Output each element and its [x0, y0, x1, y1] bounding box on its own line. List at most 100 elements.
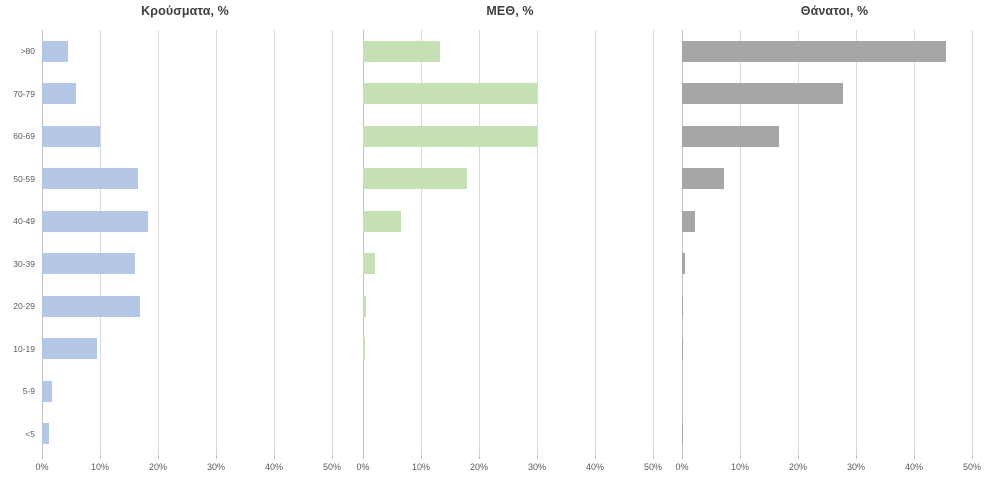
- x-tick-label: 30%: [846, 462, 866, 472]
- bar[interactable]: [42, 380, 53, 402]
- bar-row[interactable]: 70-79: [13, 73, 332, 116]
- chart-panel-cases: Κρούσματα, % >80 70-79 60-69 50-59 40-49 30-3…: [0, 0, 342, 481]
- bar-row[interactable]: 10-19: [13, 328, 332, 371]
- bar[interactable]: [682, 125, 779, 147]
- bar[interactable]: [682, 168, 725, 190]
- bar[interactable]: [363, 83, 537, 105]
- category-label: 30-39: [13, 258, 35, 269]
- bar[interactable]: [363, 295, 366, 317]
- x-tick-label: 20%: [788, 462, 808, 472]
- x-tick-label: 30%: [527, 462, 547, 472]
- bars-cases: >80 70-79 60-69 50-59 40-49 30-39 20-29 10-19 5-…: [13, 30, 332, 456]
- gridline-50pct: [332, 30, 333, 455]
- bar-row[interactable]: [682, 73, 972, 116]
- category-label: 60-69: [13, 131, 35, 141]
- bars-deaths: [682, 30, 972, 455]
- bar[interactable]: [42, 168, 138, 190]
- bar-row[interactable]: [363, 30, 653, 73]
- bar[interactable]: [363, 338, 365, 360]
- bar[interactable]: [682, 423, 683, 445]
- bar[interactable]: [42, 40, 69, 62]
- bar-row[interactable]: [363, 243, 653, 286]
- x-tick: [363, 455, 364, 459]
- bar-row[interactable]: >80: [21, 30, 332, 73]
- category-label: 70-79: [13, 88, 35, 99]
- bar-row[interactable]: [682, 200, 972, 243]
- chart-panel-icu: ΜΕΘ, % 0% 10% 20% 30% 40% 50%: [340, 0, 663, 481]
- chart-title-icu: ΜΕΘ, %: [486, 4, 534, 18]
- bar-row[interactable]: [682, 370, 972, 413]
- bar[interactable]: [363, 168, 467, 190]
- bar-row[interactable]: 5-9: [23, 370, 332, 413]
- category-label: <5: [25, 428, 35, 439]
- bar[interactable]: [42, 210, 149, 232]
- bar-row[interactable]: [682, 328, 972, 371]
- x-tick: [158, 455, 159, 459]
- x-tick: [216, 455, 217, 459]
- bar[interactable]: [682, 83, 843, 105]
- bar-row[interactable]: 50-59: [13, 158, 332, 201]
- x-tick: [100, 455, 101, 459]
- bar-row[interactable]: [363, 200, 653, 243]
- x-tick-label: 0%: [356, 462, 370, 472]
- bar[interactable]: [42, 295, 141, 317]
- x-tick: [653, 455, 654, 459]
- bar-row[interactable]: [363, 328, 653, 371]
- bar[interactable]: [363, 125, 537, 147]
- bar-row[interactable]: 40-49: [13, 200, 332, 243]
- bar[interactable]: [682, 210, 695, 232]
- bar-row[interactable]: [682, 158, 972, 201]
- plot-area-icu: [363, 30, 654, 456]
- bar-row[interactable]: [682, 413, 972, 456]
- x-axis-deaths: 0% 10% 20% 30% 40% 50%: [675, 455, 981, 479]
- bar-row[interactable]: [682, 243, 972, 286]
- bar-row[interactable]: [682, 30, 972, 73]
- x-tick-label: 40%: [904, 462, 924, 472]
- bar[interactable]: [363, 253, 375, 275]
- chart-title-cases: Κρούσματα, %: [141, 4, 229, 18]
- bar-row[interactable]: 30-39: [13, 243, 332, 286]
- x-tick-label: 10%: [90, 462, 110, 472]
- plot-area-deaths: [682, 30, 973, 455]
- x-tick-label: 40%: [585, 462, 605, 472]
- category-label: 10-19: [13, 343, 35, 354]
- bar[interactable]: [363, 210, 401, 232]
- bar-row[interactable]: [363, 73, 653, 116]
- bar[interactable]: [682, 338, 683, 360]
- bar[interactable]: [682, 253, 686, 275]
- bar[interactable]: [42, 83, 77, 105]
- bar-row[interactable]: [363, 285, 653, 328]
- x-tick-label: 50%: [643, 462, 663, 472]
- bar[interactable]: [682, 295, 683, 317]
- gridline-50pct: [653, 30, 654, 455]
- bar[interactable]: [682, 40, 946, 62]
- bar[interactable]: [42, 338, 98, 360]
- x-tick-label: 50%: [322, 462, 342, 472]
- chart-panel-deaths: Θάνατοι, % 0% 10% 20% 30% 40% 50%: [660, 0, 989, 481]
- bar-row[interactable]: 20-29: [13, 285, 332, 328]
- bar[interactable]: [42, 253, 135, 275]
- x-tick-label: 30%: [206, 462, 226, 472]
- bar[interactable]: [42, 423, 49, 445]
- bar-row[interactable]: [363, 370, 653, 413]
- x-tick: [537, 455, 538, 459]
- x-tick: [856, 455, 857, 459]
- bar-row[interactable]: [363, 413, 653, 456]
- x-tick-label: 40%: [264, 462, 284, 472]
- bar-row[interactable]: [363, 158, 653, 201]
- category-label: >80: [20, 46, 35, 56]
- x-tick: [798, 455, 799, 459]
- bar-row[interactable]: [682, 115, 972, 158]
- bar-row[interactable]: 60-69: [13, 115, 332, 158]
- category-label: 20-29: [13, 301, 35, 311]
- x-tick-label: 10%: [730, 462, 750, 472]
- bar-row[interactable]: [682, 285, 972, 328]
- x-tick-label: 0%: [675, 462, 689, 472]
- bar-row[interactable]: [363, 115, 653, 158]
- bar-row[interactable]: <5: [25, 413, 332, 456]
- x-tick-label: 10%: [411, 462, 431, 472]
- x-tick: [274, 455, 275, 459]
- bar[interactable]: [363, 40, 440, 62]
- bar[interactable]: [42, 125, 100, 147]
